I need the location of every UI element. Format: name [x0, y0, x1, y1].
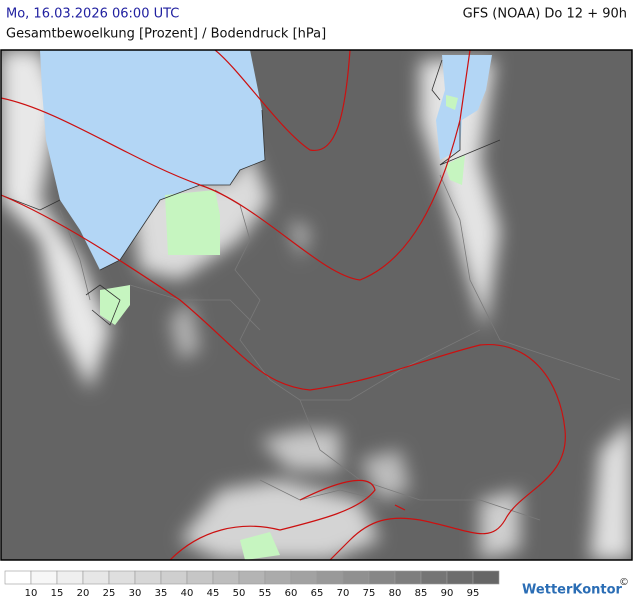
legend-label: 95	[467, 588, 480, 599]
legend-label: 90	[441, 588, 454, 599]
legend-swatch	[316, 570, 344, 585]
legend-label: 40	[181, 588, 194, 599]
model-run: GFS (NOAA) Do 12 + 90h	[463, 7, 627, 22]
legend-swatch	[134, 570, 162, 585]
legend-swatch	[368, 570, 396, 585]
legend-swatch	[212, 570, 240, 585]
legend-label: 15	[51, 588, 64, 599]
legend-label: 30	[129, 588, 142, 599]
legend-label: 10	[25, 588, 38, 599]
map	[1, 50, 632, 560]
legend-label: 80	[389, 588, 402, 599]
legend-label: 85	[415, 588, 428, 599]
datetime: Mo, 16.03.2026 06:00 UTC	[6, 7, 179, 22]
legend-swatch	[420, 570, 448, 585]
legend: 10 15 20 25 30 35 40 45 50 55 60 65 70 75 80 85 90 95	[4, 570, 500, 599]
legend-label: 35	[155, 588, 168, 599]
legend-swatch	[82, 570, 110, 585]
legend-label: 60	[285, 588, 298, 599]
legend-swatch	[30, 570, 58, 585]
legend-swatch	[264, 570, 292, 585]
legend-label: 50	[233, 588, 246, 599]
legend-swatch	[238, 570, 266, 585]
legend-swatch	[4, 570, 32, 585]
legend-label: 65	[311, 588, 324, 599]
legend-swatch	[290, 570, 318, 585]
legend-swatch	[446, 570, 474, 585]
legend-label: 45	[207, 588, 220, 599]
brand-name: WetterKontor	[522, 583, 623, 598]
legend-swatch	[108, 570, 136, 585]
legend-swatch	[472, 570, 500, 585]
legend-swatch	[394, 570, 422, 585]
copyright: ©	[619, 577, 629, 588]
map-subtitle: Gesamtbewoelkung [Prozent] / Bodendruck …	[6, 27, 326, 42]
legend-swatch	[186, 570, 214, 585]
legend-label: 25	[103, 588, 116, 599]
baltic-sea	[436, 55, 492, 160]
legend-label: 70	[337, 588, 350, 599]
map-frame	[0, 49, 633, 561]
legend-swatch	[160, 570, 188, 585]
legend-label: 75	[363, 588, 376, 599]
legend-swatch	[56, 570, 84, 585]
legend-swatch	[342, 570, 370, 585]
isobars	[1, 50, 566, 560]
legend-label: 20	[77, 588, 90, 599]
green-areas	[100, 95, 465, 560]
legend-label: 55	[259, 588, 272, 599]
north-sea	[40, 50, 265, 270]
